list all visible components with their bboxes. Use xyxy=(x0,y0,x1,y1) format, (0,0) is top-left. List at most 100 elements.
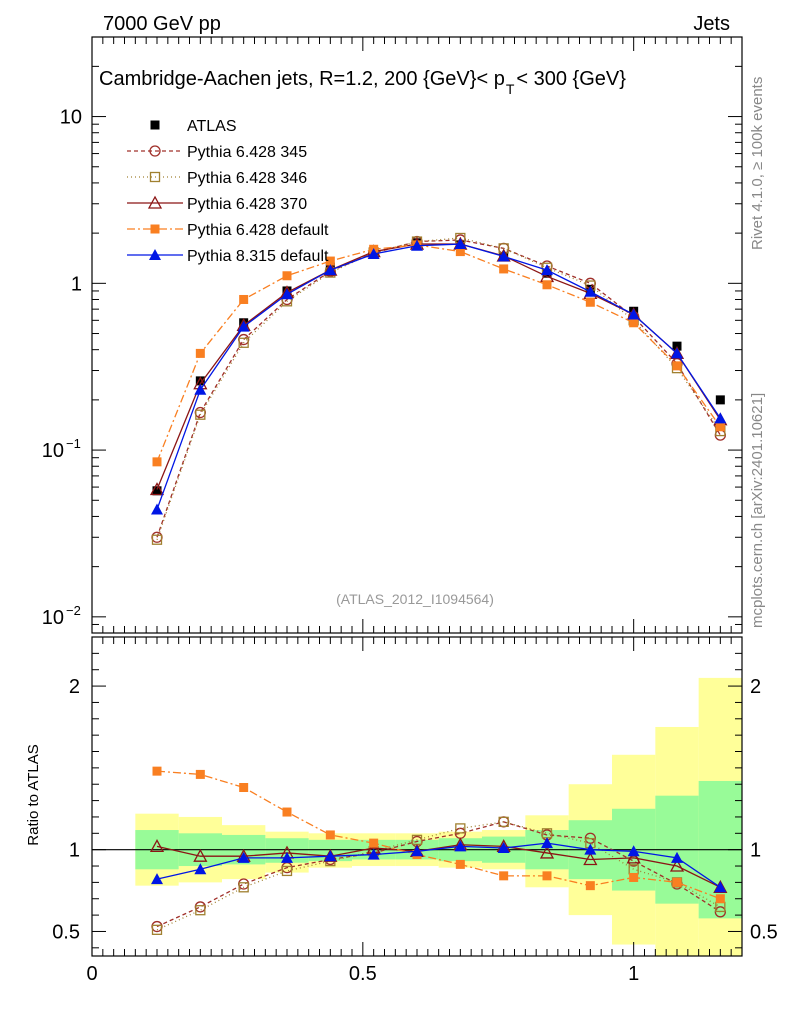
legend-entry-p370: Pythia 6.428 370 xyxy=(127,195,307,213)
data-point-p6def xyxy=(499,264,509,274)
data-point-p370 xyxy=(149,482,165,496)
ratio-point-p8def xyxy=(541,837,553,849)
x-tick-label: 0.5 xyxy=(349,963,377,985)
ratio-line-p8def xyxy=(156,842,721,888)
legend-marker xyxy=(149,249,161,260)
data-point-p8def xyxy=(194,383,207,395)
series-line-p370 xyxy=(156,243,721,490)
main-y-tick-label: 10 xyxy=(42,607,64,629)
series-p346 xyxy=(151,232,726,545)
ratio-point-p6def xyxy=(325,830,335,840)
main-y-tick-exponent: −2 xyxy=(66,603,81,618)
legend-marker xyxy=(150,224,160,234)
legend-label: Pythia 6.428 default xyxy=(187,222,329,239)
ratio-point-p6def xyxy=(239,783,249,793)
ratio-point-p370 xyxy=(583,852,598,866)
ratio-series-p6def xyxy=(152,766,725,904)
data-point-p6def xyxy=(195,348,205,358)
data-point-p6def xyxy=(672,361,682,371)
title-text: Cambridge-Aachen jets, R=1.2, 200 {GeV}<… xyxy=(99,68,505,90)
ratio-point-p8def xyxy=(497,842,510,854)
title-subscript: T xyxy=(506,81,515,97)
main-title: Cambridge-Aachen jets, R=1.2, 200 {GeV}<… xyxy=(99,68,626,97)
mcplots-side-label: mcplots.cern.ch [arXiv:2401.10621] xyxy=(749,393,766,628)
ratio-point-p8def xyxy=(367,848,380,860)
legend-label: Pythia 6.428 346 xyxy=(187,170,307,187)
ratio-point-p346 xyxy=(455,823,466,834)
data-point-p346 xyxy=(151,534,163,545)
data-point-p345 xyxy=(194,406,206,419)
ratio-point-p8def xyxy=(281,851,293,863)
data-point-p8def xyxy=(281,288,293,300)
ratio-point-p6def xyxy=(282,807,292,817)
x-tick-label: 1 xyxy=(628,963,639,985)
data-point-p8def xyxy=(671,347,683,359)
ratio-point-p370 xyxy=(626,850,641,864)
series-p345 xyxy=(151,234,726,543)
main-y-tick-label: 10 xyxy=(42,440,64,462)
main-y-tick-label: 10 xyxy=(60,107,82,129)
legend-marker xyxy=(149,171,161,183)
legend-label: Pythia 8.315 default xyxy=(187,248,329,265)
ratio-point-p370 xyxy=(669,858,685,872)
data-point-p8def xyxy=(411,239,423,251)
legend-label: Pythia 6.428 345 xyxy=(187,144,307,161)
legend-entry-p345: Pythia 6.428 345 xyxy=(127,144,307,161)
header-right-label: Jets xyxy=(693,13,730,35)
ratio-point-p8def xyxy=(671,851,683,863)
data-point-p8def xyxy=(237,320,250,332)
data-point-p8def xyxy=(541,264,553,276)
ratio-plot-area: 0.5 0.5 1 1 2 2 0 0.5 1 xyxy=(52,636,778,985)
series-line-p346 xyxy=(156,237,721,540)
ratio-point-p370 xyxy=(539,845,555,859)
data-point-p8def xyxy=(367,247,380,259)
ratio-point-p346 xyxy=(238,882,249,893)
data-point-p8def xyxy=(454,238,467,250)
rivet-side-label: Rivet 4.1.0, ≥ 100k events xyxy=(749,77,766,250)
ratio-point-p6def xyxy=(585,881,595,891)
header-left-label: 7000 GeV pp xyxy=(103,13,221,35)
data-point-p346 xyxy=(238,337,249,348)
ratio-point-p346 xyxy=(498,816,509,828)
ratio-point-p345 xyxy=(194,901,206,913)
series-p8def xyxy=(151,238,727,515)
legend-label: ATLAS xyxy=(187,118,237,135)
ratio-point-p346 xyxy=(281,865,293,877)
data-point-p6def xyxy=(455,247,465,257)
ratio-point-p8def xyxy=(454,840,467,852)
legend-entry-p6def: Pythia 6.428 default xyxy=(127,222,329,239)
ratio-point-p6def xyxy=(629,872,639,882)
ratio-line-p370 xyxy=(156,844,721,888)
ratio-line-p6def xyxy=(156,770,721,900)
data-point-atlas xyxy=(195,376,205,386)
legend-entry-p8def: Pythia 8.315 default xyxy=(127,248,329,265)
ratio-line-p346 xyxy=(156,821,721,931)
ratio-point-p6def xyxy=(499,871,509,881)
ratio-point-p6def xyxy=(542,871,552,881)
ratio-point-p370 xyxy=(149,839,165,853)
data-point-p6def xyxy=(542,280,552,290)
analysis-watermark: (ATLAS_2012_I1094564) xyxy=(336,591,494,607)
ratio-point-p8def xyxy=(411,845,423,857)
series-p370 xyxy=(149,236,728,496)
legend: ATLAS Pythia 6.428 345 Pythia 6.428 346 Pyt… xyxy=(127,118,329,265)
data-point-p6def xyxy=(629,318,639,328)
ratio-point-p8def xyxy=(194,863,207,875)
ratio-y-tick-label: 0.5 xyxy=(52,921,80,943)
ratio-point-p346 xyxy=(151,924,163,935)
data-point-p6def xyxy=(585,297,595,307)
ratio-point-p8def xyxy=(151,873,163,885)
ratio-point-p6def xyxy=(152,766,162,776)
data-point-p6def xyxy=(325,256,335,266)
title-text-end: < 300 {GeV} xyxy=(516,68,626,90)
ratio-y-tick-label: 1 xyxy=(69,840,80,862)
x-tick-label: 0 xyxy=(86,963,97,985)
series-p6def xyxy=(152,240,725,467)
data-point-p6def xyxy=(715,422,725,432)
data-point-p8def xyxy=(627,308,640,320)
data-point-atlas xyxy=(152,486,162,496)
data-point-p6def xyxy=(239,294,249,304)
ratio-point-p6def xyxy=(672,877,682,887)
main-y-tick-label: 1 xyxy=(71,273,82,295)
